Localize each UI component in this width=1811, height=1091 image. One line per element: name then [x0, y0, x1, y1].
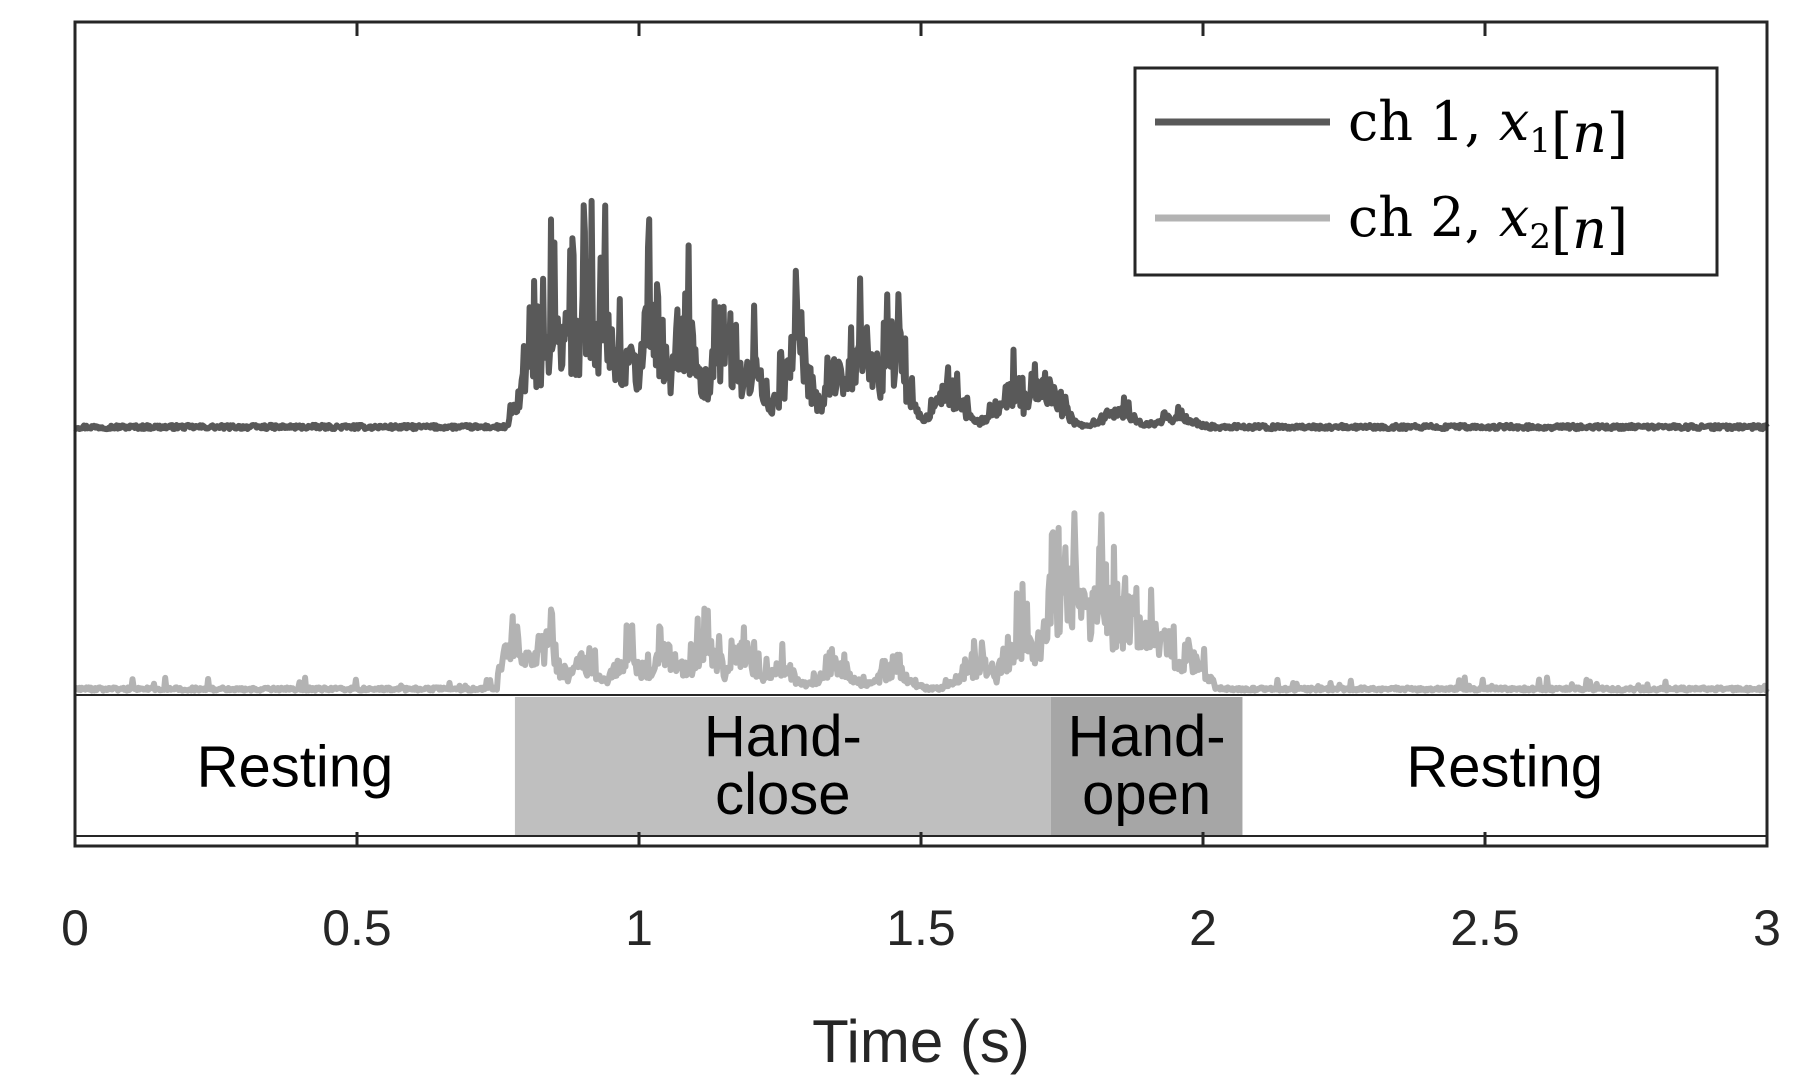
phase-band: [1050, 697, 1243, 836]
phase-band-layer: Resting Hand-close Hand-open Resting: [75, 697, 1767, 836]
phase-band: [1242, 697, 1767, 836]
legend: ch 1, x1[n] ch 2, x2[n]: [1133, 66, 1719, 277]
phase-band: [75, 697, 515, 836]
x-tick-label: 1.5: [886, 900, 956, 956]
phase-band: [514, 697, 1051, 836]
phase-label: Resting: [197, 735, 394, 800]
legend-box: [1133, 66, 1719, 277]
legend-label: ch 2, x2[n]: [1348, 186, 1628, 261]
phase-label: Hand-close: [704, 704, 862, 827]
x-tick-label: 0: [61, 900, 89, 956]
legend-label: ch 1, x1[n]: [1348, 90, 1628, 165]
x-tick-label: 3: [1753, 900, 1781, 956]
series-line-ch1: [73, 197, 1770, 433]
phase-label: Hand-open: [1068, 704, 1226, 827]
x-axis-title: Time (s): [812, 1008, 1030, 1075]
x-tick-label: 0.5: [322, 900, 392, 956]
series-line-ch2: [73, 510, 1770, 694]
series-layer: [73, 197, 1770, 694]
x-tick-label: 2.5: [1450, 900, 1520, 956]
phase-label: Resting: [1406, 735, 1603, 800]
x-tick-label: 1: [625, 900, 653, 956]
tick-layer: 0 0.5 1 1.5 2 2.5 3: [61, 22, 1781, 956]
x-tick-label: 2: [1189, 900, 1217, 956]
